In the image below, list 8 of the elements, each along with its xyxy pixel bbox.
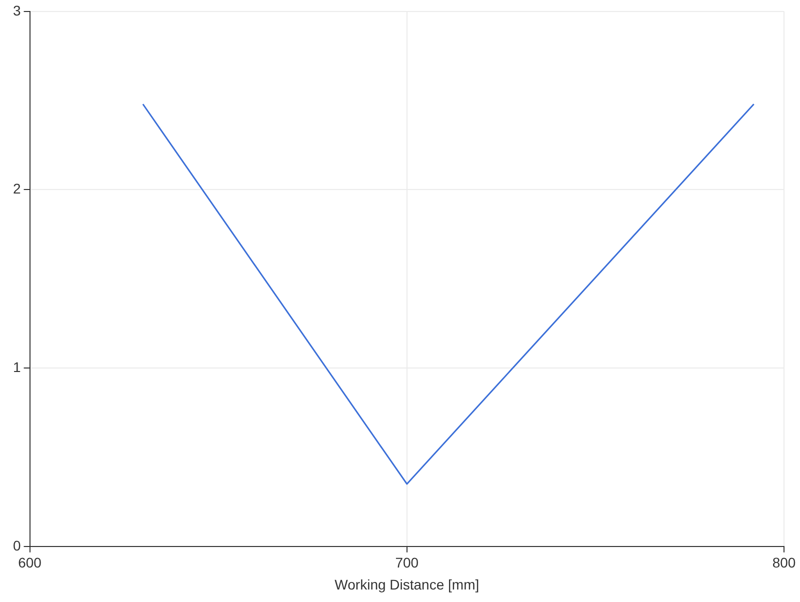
y-tick-label: 0 [12, 537, 21, 554]
x-tick-label: 800 [772, 554, 796, 571]
y-tick-label: 1 [12, 358, 21, 375]
x-axis-title: Working Distance [mm] [334, 576, 480, 592]
y-tick-label: 3 [12, 2, 21, 18]
y-tick-label: 2 [12, 180, 21, 197]
x-tick-label: 600 [18, 554, 42, 571]
x-tick-label: 700 [395, 554, 419, 571]
